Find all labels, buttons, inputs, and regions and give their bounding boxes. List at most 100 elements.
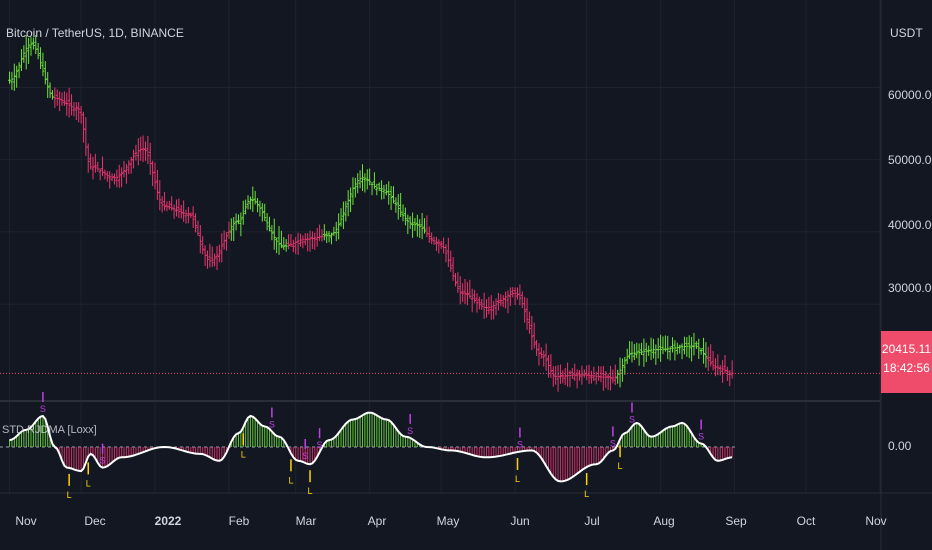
price-bar bbox=[649, 337, 653, 361]
price-bar bbox=[451, 257, 455, 281]
price-bar bbox=[640, 342, 644, 355]
price-bar bbox=[468, 279, 472, 299]
time-tick: Nov bbox=[15, 514, 37, 528]
price-bar bbox=[635, 342, 639, 359]
price-bar bbox=[160, 196, 164, 213]
signal-down-marker: L bbox=[241, 433, 246, 459]
svg-text:S: S bbox=[517, 440, 523, 450]
time-tick: Oct bbox=[796, 514, 816, 528]
price-bar bbox=[561, 370, 565, 384]
price-bar bbox=[15, 65, 19, 88]
price-bar bbox=[27, 37, 31, 65]
price-bar bbox=[389, 185, 393, 210]
price-bar bbox=[244, 199, 248, 215]
price-bar bbox=[112, 173, 116, 185]
indicator-title[interactable]: STD RJDMA [Loxx] bbox=[2, 424, 97, 436]
price-bar bbox=[535, 339, 539, 356]
price-bar bbox=[213, 253, 217, 267]
svg-text:S: S bbox=[629, 414, 635, 424]
price-bar bbox=[327, 230, 331, 243]
price-bar bbox=[358, 170, 362, 189]
price-bar bbox=[680, 343, 684, 360]
price-bar bbox=[678, 344, 682, 354]
time-tick: Sep bbox=[725, 514, 747, 528]
time-tick: May bbox=[436, 514, 460, 528]
price-bar bbox=[489, 295, 493, 320]
price-bar bbox=[12, 63, 16, 91]
price-bar bbox=[518, 284, 522, 306]
svg-text:S: S bbox=[317, 440, 323, 450]
price-bar bbox=[628, 341, 632, 360]
price-bar bbox=[387, 181, 391, 205]
price-bar bbox=[313, 232, 317, 250]
price-bar bbox=[308, 230, 312, 252]
price-bar bbox=[675, 342, 679, 355]
price-bar bbox=[346, 190, 350, 217]
price-bar bbox=[143, 141, 147, 161]
price-bar bbox=[654, 344, 658, 365]
signal-down-marker: L bbox=[618, 445, 623, 471]
price-bar bbox=[454, 272, 458, 287]
time-tick: Dec bbox=[84, 514, 106, 528]
price-bar bbox=[434, 236, 438, 251]
price-bar bbox=[46, 72, 50, 99]
price-bar bbox=[320, 229, 324, 242]
price-bar bbox=[659, 334, 663, 362]
svg-text:S: S bbox=[40, 404, 46, 414]
price-bar bbox=[153, 162, 157, 190]
price-bar bbox=[139, 136, 143, 161]
price-bar bbox=[516, 287, 520, 300]
price-bar bbox=[81, 111, 85, 143]
price-bar bbox=[411, 212, 415, 238]
price-bar bbox=[284, 239, 288, 252]
price-bar bbox=[420, 212, 424, 240]
price-bar bbox=[725, 366, 729, 381]
price-bar bbox=[236, 214, 240, 225]
symbol-title[interactable]: Bitcoin / TetherUS, 1D, BINANCE bbox=[6, 26, 184, 40]
price-bar bbox=[623, 356, 627, 375]
price-bar bbox=[136, 138, 140, 166]
svg-text:L: L bbox=[67, 490, 72, 500]
price-bar bbox=[260, 203, 264, 222]
svg-text:L: L bbox=[241, 449, 246, 459]
price-bar bbox=[694, 341, 698, 350]
price-bar bbox=[671, 337, 675, 353]
price-bar bbox=[449, 250, 453, 272]
price-bar bbox=[115, 169, 119, 188]
price-bar bbox=[656, 337, 660, 359]
price-bar bbox=[10, 71, 14, 90]
price-bar bbox=[146, 135, 150, 165]
price-bar bbox=[194, 213, 198, 233]
price-bar bbox=[272, 218, 276, 250]
price-bar bbox=[668, 346, 672, 361]
price-bar bbox=[396, 194, 400, 220]
price-bar bbox=[380, 180, 384, 200]
price-bar bbox=[704, 342, 708, 368]
price-bar bbox=[344, 200, 348, 222]
price-bar bbox=[303, 233, 307, 246]
price-bar bbox=[120, 167, 124, 188]
price-bar bbox=[122, 160, 126, 178]
price-bar bbox=[356, 173, 360, 194]
price-bar bbox=[298, 233, 302, 247]
svg-text:S: S bbox=[269, 420, 275, 430]
price-tick: 40000.00 bbox=[888, 218, 932, 232]
price-bar bbox=[301, 235, 305, 249]
price-bar bbox=[406, 214, 410, 235]
price-bar bbox=[270, 225, 274, 241]
price-bar bbox=[217, 244, 221, 263]
price-bar bbox=[67, 87, 71, 118]
oscillator-line bbox=[9, 411, 733, 483]
price-bar bbox=[456, 272, 460, 293]
price-bar bbox=[554, 365, 558, 385]
price-bar bbox=[322, 224, 326, 241]
price-bar bbox=[127, 160, 131, 175]
bar-countdown: 18:42:56 bbox=[883, 361, 930, 375]
price-bar bbox=[582, 369, 586, 378]
price-bar bbox=[279, 230, 283, 249]
price-bar bbox=[391, 186, 395, 204]
price-bar bbox=[353, 177, 357, 198]
price-bar bbox=[415, 214, 419, 237]
signal-down-marker: L bbox=[515, 457, 520, 484]
